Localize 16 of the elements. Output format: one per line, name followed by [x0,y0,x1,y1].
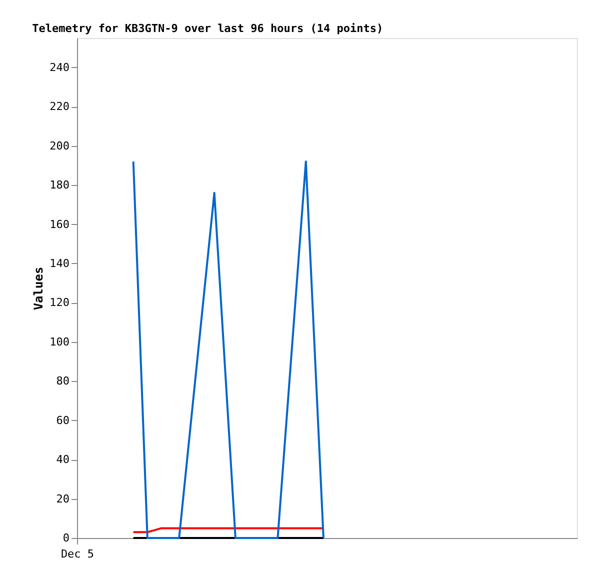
y-tick-label: 140 [50,256,70,270]
y-tick-label: 240 [50,60,70,74]
y-tick-label: 180 [50,178,70,192]
y-tick-label: 220 [50,100,70,114]
chart-title: Telemetry for KB3GTN-9 over last 96 hours (14 points) [32,22,384,35]
y-tick-label: 160 [50,218,70,231]
y-tick-label: 20 [56,492,70,506]
y-tick-label: 0 [62,532,70,544]
y-tick-label: 100 [50,335,70,348]
y-tick-label: 200 [50,139,70,152]
y-axis-title: Values [32,266,46,310]
y-tick-label: 80 [56,374,70,388]
y-tick-label: 40 [56,453,70,466]
y-tick-label: 120 [50,296,70,310]
x-tick-label: Dec 5 [60,548,94,560]
y-tick-label: 60 [56,414,70,427]
